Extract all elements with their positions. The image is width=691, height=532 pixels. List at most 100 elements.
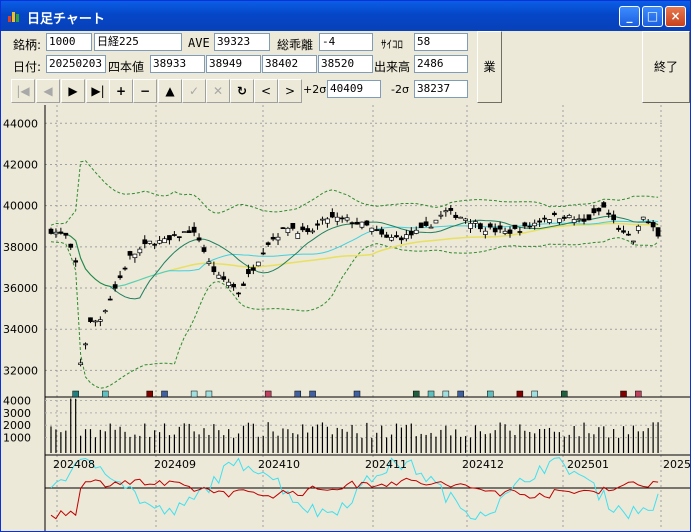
candle-body xyxy=(502,230,508,234)
candle-body xyxy=(275,236,281,241)
candle-body xyxy=(122,267,128,270)
candle-body xyxy=(181,231,187,233)
check-icon[interactable]: ✓ xyxy=(182,79,206,103)
title-bar[interactable]: 日足チャート _ □ × xyxy=(1,1,690,31)
code-field[interactable]: 1000 xyxy=(46,33,92,51)
minus2s-label: -2σ xyxy=(391,83,409,96)
candle-body xyxy=(211,266,217,273)
low-field[interactable]: 38402 xyxy=(262,55,317,73)
candle-body xyxy=(162,238,167,244)
up-icon[interactable]: ▲ xyxy=(158,79,182,103)
maximize-button[interactable]: □ xyxy=(642,6,663,27)
name-field[interactable]: 日経225 xyxy=(94,33,182,51)
play-icon[interactable]: ▶ xyxy=(61,79,85,103)
candle-body xyxy=(635,225,641,231)
signal-marker xyxy=(427,390,435,398)
ave-label: AVE xyxy=(188,36,210,50)
candle-body xyxy=(458,216,463,219)
signal-marker xyxy=(412,390,420,398)
candle-body xyxy=(251,267,256,271)
ave-field[interactable]: 39323 xyxy=(214,33,270,51)
candle-body xyxy=(487,223,493,228)
candle-body xyxy=(112,284,118,289)
candle-body xyxy=(78,362,83,366)
high-field[interactable]: 38949 xyxy=(206,55,261,73)
scroll-right-icon[interactable]: > xyxy=(278,79,302,103)
volume-tick-label: 3000 xyxy=(3,407,31,420)
candle-body xyxy=(571,219,577,223)
signal-marker xyxy=(531,390,538,398)
price-tick-label: 34000 xyxy=(3,323,38,336)
candle-body xyxy=(88,317,93,322)
dice-field[interactable]: 58 xyxy=(414,33,468,51)
candle-body xyxy=(478,223,483,230)
open-field[interactable]: 38933 xyxy=(150,55,205,73)
prev-icon[interactable]: ◀ xyxy=(36,79,60,103)
zoom-out-icon[interactable]: − xyxy=(133,79,157,103)
candle-body xyxy=(334,216,340,222)
candle-body xyxy=(640,216,646,220)
candle-body xyxy=(310,230,315,233)
code-label: 銘柄: xyxy=(13,38,42,52)
cancel-icon[interactable]: ✕ xyxy=(206,79,230,103)
first-icon[interactable]: |◀ xyxy=(11,79,35,103)
candle-body xyxy=(404,234,409,240)
refresh-icon[interactable]: ↻ xyxy=(230,79,254,103)
candle-body xyxy=(260,252,266,255)
candle-body xyxy=(127,251,133,256)
candle-body xyxy=(285,227,291,233)
window-title: 日足チャート xyxy=(27,12,105,27)
candle-body xyxy=(616,227,621,230)
date-label: 日付: xyxy=(13,60,42,74)
candle-body xyxy=(645,221,651,224)
minus2s-field[interactable]: 38237 xyxy=(414,80,468,98)
candle-body xyxy=(344,217,350,221)
candle-body xyxy=(557,218,562,223)
candle-body xyxy=(152,243,157,246)
volume-tick-label: 2000 xyxy=(3,419,31,432)
ma-short-line xyxy=(50,215,659,300)
candle-body xyxy=(241,283,246,286)
candle-body xyxy=(236,292,241,295)
candle-body xyxy=(492,227,498,233)
close-field[interactable]: 38520 xyxy=(318,55,373,73)
candle-body xyxy=(650,222,656,228)
signal-marker xyxy=(102,390,109,398)
candle-body xyxy=(63,232,69,236)
candle-body xyxy=(142,239,148,245)
last-icon[interactable]: ▶| xyxy=(86,79,110,103)
price-tick-label: 44000 xyxy=(3,117,38,130)
scroll-left-icon[interactable]: < xyxy=(254,79,278,103)
exit-button[interactable]: 終了 xyxy=(642,31,690,103)
minimize-button[interactable]: _ xyxy=(619,6,640,27)
candle-body xyxy=(167,235,172,241)
candle-body xyxy=(255,261,261,267)
deviation-field[interactable]: -4 xyxy=(319,33,373,51)
volume-tick-label: 4000 xyxy=(3,394,31,407)
plus2s-field[interactable]: 40409 xyxy=(327,80,381,98)
candle-body xyxy=(329,212,335,218)
candle-body xyxy=(517,231,523,233)
candle-body xyxy=(246,269,251,275)
date-tick-label: 202409 xyxy=(154,458,196,471)
date-field[interactable]: 20250203 xyxy=(46,55,106,73)
candle-body xyxy=(433,219,439,224)
close-button[interactable]: × xyxy=(665,6,686,27)
signal-marker xyxy=(264,390,272,398)
candle-body xyxy=(566,215,572,219)
candle-body xyxy=(320,218,325,221)
candle-body xyxy=(369,227,375,232)
candle-body xyxy=(58,231,64,234)
candle-body xyxy=(438,214,444,217)
volume-label: 出来高 xyxy=(374,60,411,74)
candle-body xyxy=(606,212,612,215)
volume-field[interactable]: 2486 xyxy=(414,55,468,73)
candle-body xyxy=(413,229,419,234)
candle-body xyxy=(384,234,389,238)
upper-band-line xyxy=(50,160,659,226)
zoom-in-icon[interactable]: + xyxy=(109,79,133,103)
price-chart[interactable]: 44000 42000 40000 38000 36000 34000 32000 40003… xyxy=(1,105,690,531)
results-button[interactable]: 業績 xyxy=(477,31,502,144)
candle-body xyxy=(359,221,365,228)
